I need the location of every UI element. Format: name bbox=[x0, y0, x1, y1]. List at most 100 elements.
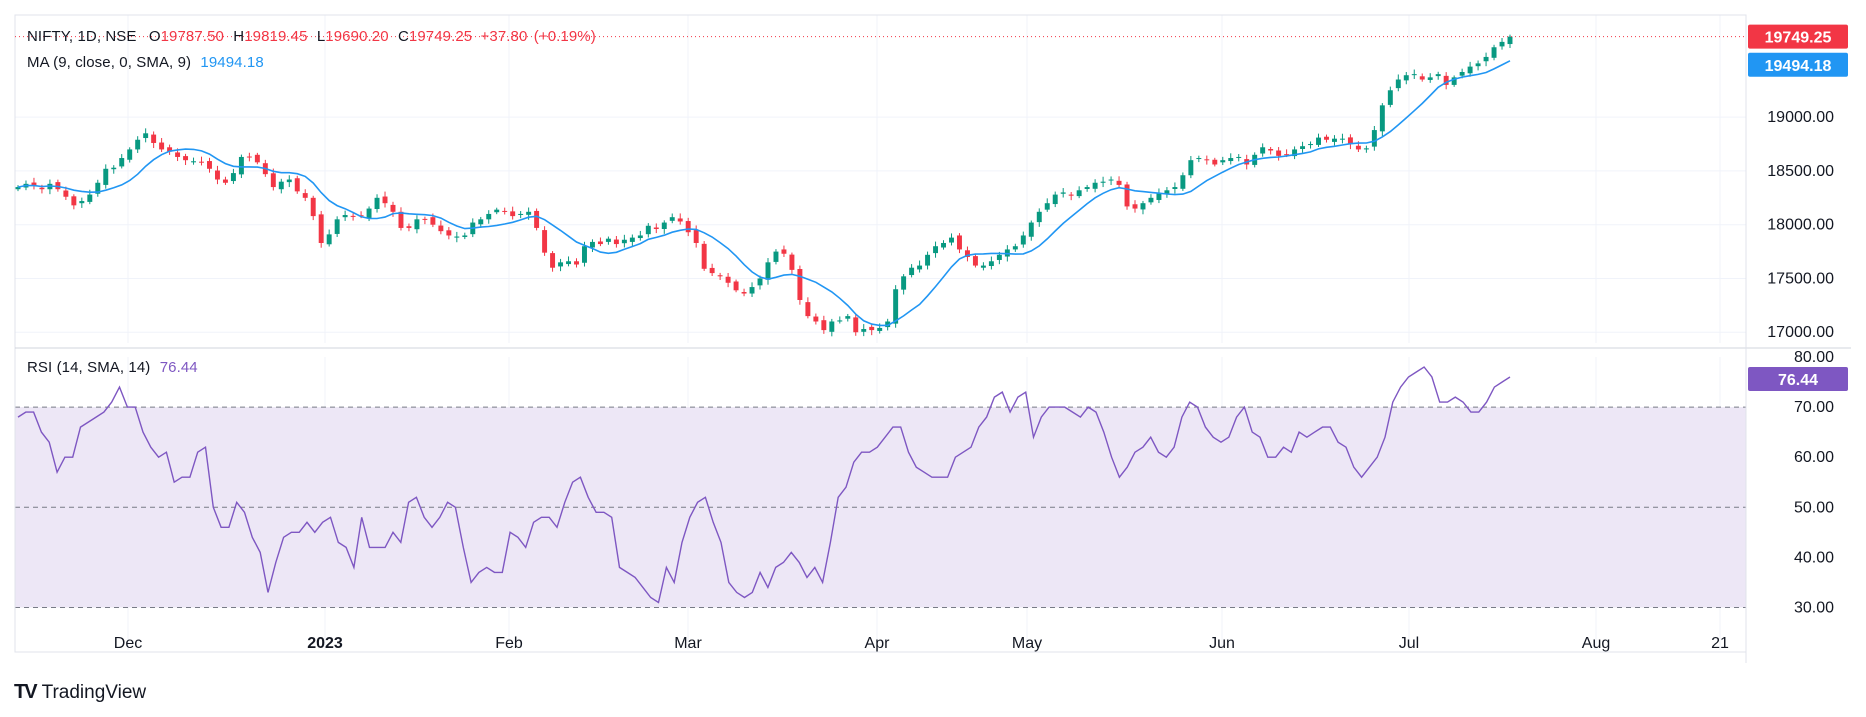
candle-body bbox=[1284, 154, 1290, 156]
rsi-band bbox=[15, 406, 1746, 608]
candle-body bbox=[175, 152, 181, 157]
candle-body bbox=[1379, 105, 1385, 132]
ma-value-badge-text: 19494.18 bbox=[1765, 58, 1832, 75]
candle bbox=[127, 147, 133, 163]
candle bbox=[717, 272, 723, 280]
candle bbox=[1060, 188, 1066, 198]
candle-body bbox=[31, 182, 37, 186]
candle-body bbox=[709, 267, 715, 274]
candle bbox=[1499, 38, 1505, 50]
tradingview-logo-icon: TV bbox=[14, 681, 38, 703]
candle-body bbox=[183, 156, 189, 161]
candle-body bbox=[893, 289, 899, 324]
candle bbox=[1116, 176, 1122, 188]
candle-body bbox=[917, 265, 923, 270]
candle bbox=[797, 265, 803, 305]
candle bbox=[294, 175, 300, 194]
candle-body bbox=[1108, 179, 1114, 181]
candle-body bbox=[589, 241, 595, 248]
candle-body bbox=[1451, 77, 1457, 85]
candle bbox=[853, 313, 859, 336]
candle bbox=[1491, 44, 1497, 61]
price-tick-label: 18500.00 bbox=[1767, 163, 1834, 180]
candle bbox=[933, 241, 939, 258]
candle bbox=[494, 207, 500, 215]
candle-body bbox=[542, 230, 548, 253]
candle-body bbox=[430, 217, 436, 225]
candle-body bbox=[318, 214, 324, 243]
candle bbox=[167, 144, 173, 155]
candle-body bbox=[103, 168, 109, 185]
candle bbox=[159, 138, 165, 153]
candle-body bbox=[1196, 158, 1202, 160]
candle-body bbox=[494, 209, 500, 213]
candle bbox=[1052, 191, 1058, 208]
candle bbox=[1212, 157, 1218, 167]
candle bbox=[645, 223, 651, 238]
candle bbox=[135, 136, 141, 153]
candle-body bbox=[1467, 66, 1473, 74]
candle-body bbox=[717, 275, 723, 277]
rsi-line-path bbox=[17, 366, 1511, 604]
candle-body bbox=[406, 226, 412, 228]
candle bbox=[550, 251, 556, 272]
candle-body bbox=[454, 236, 460, 238]
candle-body bbox=[1012, 246, 1018, 250]
candle bbox=[709, 263, 715, 277]
candle bbox=[151, 131, 157, 149]
candle bbox=[925, 251, 931, 270]
candle-body bbox=[629, 237, 635, 242]
ma-legend: MA (9, close, 0, SMA, 9) 19494.18 bbox=[27, 54, 264, 71]
candle bbox=[805, 297, 811, 319]
candle bbox=[1044, 198, 1050, 212]
tradingview-logo[interactable]: TV TradingView bbox=[14, 681, 146, 704]
candle bbox=[941, 240, 946, 250]
candle-body bbox=[805, 302, 811, 317]
candle bbox=[1164, 187, 1170, 198]
candle bbox=[957, 233, 962, 254]
candle-body bbox=[79, 201, 85, 204]
rsi-tick-label: 50.00 bbox=[1794, 499, 1834, 516]
candle bbox=[869, 323, 875, 336]
candle-body bbox=[270, 173, 276, 188]
candle-body bbox=[669, 217, 675, 221]
candle-body bbox=[326, 234, 332, 245]
candle-body bbox=[1116, 180, 1122, 185]
candle-body bbox=[1044, 203, 1050, 210]
candle bbox=[1220, 156, 1226, 166]
rsi-value-badge: 76.44 bbox=[1748, 367, 1848, 392]
candle bbox=[1076, 186, 1082, 199]
low-value: 19690.20 bbox=[325, 28, 389, 45]
candle bbox=[1300, 141, 1306, 153]
candle bbox=[1196, 155, 1202, 163]
candle-body bbox=[302, 193, 308, 198]
candle bbox=[1188, 155, 1194, 179]
candle-body bbox=[605, 238, 611, 242]
candle-body bbox=[1443, 75, 1449, 85]
candle-body bbox=[821, 320, 827, 331]
candle bbox=[270, 168, 276, 191]
candle-body bbox=[398, 211, 404, 228]
candle-body bbox=[574, 261, 579, 265]
candle-body bbox=[550, 253, 556, 268]
candle bbox=[901, 274, 907, 295]
ma-value-badge-bg bbox=[1748, 52, 1848, 77]
open-label: O bbox=[148, 28, 161, 45]
high-value: 19819.45 bbox=[244, 28, 308, 45]
candle bbox=[1443, 72, 1449, 90]
candle bbox=[1012, 243, 1018, 252]
candle bbox=[326, 229, 332, 247]
candle-body bbox=[143, 133, 149, 139]
candle bbox=[789, 252, 795, 274]
candle-body bbox=[1132, 204, 1138, 209]
candle-body bbox=[741, 292, 747, 294]
candle bbox=[733, 279, 739, 293]
open-value: 19787.50 bbox=[160, 28, 224, 45]
candle bbox=[621, 234, 627, 248]
x-tick-label: May bbox=[1012, 635, 1042, 652]
candle bbox=[1339, 133, 1345, 144]
rsi-tick-label: 80.00 bbox=[1794, 349, 1834, 366]
candle bbox=[398, 207, 404, 231]
candle-body bbox=[701, 243, 707, 269]
